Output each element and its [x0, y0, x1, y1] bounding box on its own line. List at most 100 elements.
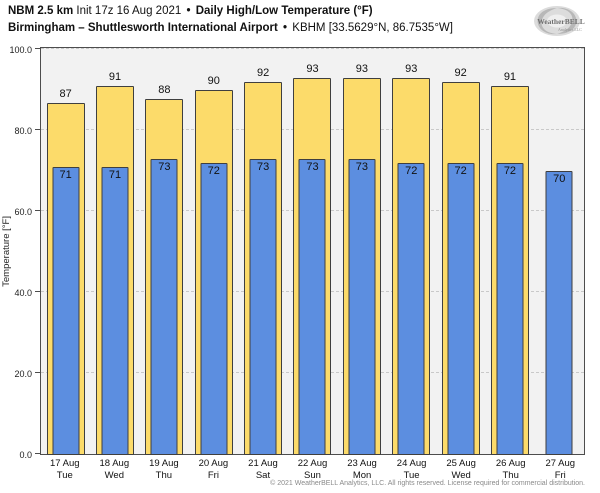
bar-group-18-Aug: 91 71 [90, 48, 139, 455]
header-line-1: NBM 2.5 km Init 17z 16 Aug 2021 • Daily … [8, 3, 453, 20]
low-bar: 72 [496, 163, 524, 455]
bar-group-26-Aug: 91 72 [485, 48, 534, 455]
location-name: Birmingham – Shuttlesworth International… [8, 21, 278, 34]
x-label-date: 21 Aug [248, 458, 278, 469]
x-tick-label-25-Aug: 25 Aug Wed [436, 458, 486, 481]
x-label-day: Fri [207, 469, 219, 481]
low-bar: 73 [150, 159, 178, 455]
x-label-day: Sat [255, 469, 271, 481]
x-tick-label-18-Aug: 18 Aug Wed [90, 458, 140, 481]
y-tick-mark-0 [35, 453, 40, 454]
y-tick-label-40: 40.0 [14, 288, 32, 298]
low-value-label: 73 [355, 161, 368, 173]
x-label-day: Thu [155, 469, 173, 481]
x-tick-label-26-Aug: 26 Aug Thu [486, 458, 536, 481]
init-time: Init 17z 16 Aug 2021 [76, 5, 182, 17]
model-name: NBM 2.5 km [8, 5, 74, 17]
x-label-day: Sun [304, 469, 321, 481]
y-tick-label-20: 20.0 [14, 369, 32, 379]
gridline-100 [41, 48, 584, 49]
x-label-date: 27 Aug [545, 458, 576, 469]
high-value-label: 87 [59, 88, 72, 100]
low-bar: 71 [52, 167, 80, 455]
x-label-date: 26 Aug [495, 458, 526, 469]
low-value-label: 70 [553, 173, 566, 185]
low-value-label: 72 [207, 165, 220, 177]
y-tick-mark-20 [35, 372, 40, 373]
high-value-label: 91 [503, 71, 517, 83]
weatherbell-swirl-icon: WeatherBELL Analytics LLC [534, 6, 585, 36]
x-label-day: Tue [403, 469, 420, 481]
x-label-date: 18 Aug [99, 458, 130, 469]
x-tick-label-17-Aug: 17 Aug Tue [40, 458, 90, 481]
separator-dot: • [186, 5, 191, 17]
low-value-label: 73 [306, 161, 319, 173]
low-bar: 72 [447, 163, 475, 455]
low-value-label: 72 [503, 165, 517, 177]
product-name: Daily High/Low Temperature (°F) [195, 5, 373, 17]
low-bar: 71 [101, 167, 129, 455]
chart-header: NBM 2.5 km Init 17z 16 Aug 2021 • Daily … [8, 3, 453, 36]
low-bar: 72 [200, 163, 228, 455]
y-tick-mark-60 [35, 210, 40, 211]
bar-group-24-Aug: 93 72 [387, 48, 436, 455]
logo-subtext: Analytics LLC [558, 27, 582, 32]
x-label-day: Tue [56, 469, 73, 481]
high-value-label: 91 [108, 71, 122, 83]
copyright-notice: © 2021 WeatherBELL Analytics, LLC. All r… [270, 480, 585, 487]
x-label-day: Wed [451, 469, 471, 481]
x-label-day: Fri [554, 469, 566, 481]
bar-group-25-Aug: 92 72 [436, 48, 485, 455]
x-tick-label-22-Aug: 22 Aug Sun [288, 458, 338, 481]
x-tick-label-23-Aug: 23 Aug Mon [337, 458, 387, 481]
x-label-date: 20 Aug [198, 458, 229, 469]
y-axis: 0.0 20.0 40.0 60.0 80.0 100.0 [0, 45, 34, 460]
y-tick-mark-40 [35, 291, 40, 292]
station-id: KBHM [33.5629°N, 86.7535°W] [292, 21, 453, 34]
low-value-label: 73 [257, 161, 270, 173]
high-value-label: 92 [257, 67, 270, 79]
low-value-label: 71 [59, 169, 72, 181]
y-tick-label-80: 80.0 [14, 126, 32, 136]
low-value-label: 72 [454, 165, 467, 177]
x-label-date: 22 Aug [297, 458, 328, 469]
x-label-day: Mon [352, 469, 372, 481]
low-bar: 73 [348, 159, 376, 455]
low-value-label: 72 [405, 165, 418, 177]
bar-group-20-Aug: 90 72 [189, 48, 238, 455]
bar-group-19-Aug: 88 73 [140, 48, 189, 455]
bar-group-27-Aug: 70 [535, 48, 584, 455]
high-value-label: 92 [454, 67, 467, 79]
low-bar: 70 [545, 171, 573, 455]
x-label-date: 23 Aug [347, 458, 377, 469]
x-label-date: 19 Aug [149, 458, 179, 469]
y-tick-mark-100 [35, 48, 40, 49]
bar-group-17-Aug: 87 71 [41, 48, 90, 455]
x-label-day: Thu [502, 469, 519, 481]
high-value-label: 93 [306, 63, 319, 75]
low-value-label: 71 [108, 169, 122, 181]
y-tick-mark-80 [35, 129, 40, 130]
low-bar: 72 [397, 163, 425, 455]
high-value-label: 90 [207, 75, 220, 87]
bar-group-22-Aug: 93 73 [288, 48, 337, 455]
y-tick-label-100: 100.0 [9, 45, 32, 55]
x-tick-label-20-Aug: 20 Aug Fri [189, 458, 239, 481]
y-tick-label-0: 0.0 [19, 450, 32, 460]
bar-group-21-Aug: 92 73 [238, 48, 287, 455]
x-label-date: 25 Aug [446, 458, 476, 469]
x-label-date: 17 Aug [49, 458, 80, 469]
low-bar: 73 [249, 159, 277, 455]
y-tick-label-60: 60.0 [14, 207, 32, 217]
x-axis: 17 Aug Tue 18 Aug Wed 19 Aug Thu 20 Aug Fri 21 A… [40, 458, 585, 481]
bar-group-23-Aug: 93 73 [337, 48, 386, 455]
x-tick-label-19-Aug: 19 Aug Thu [139, 458, 189, 481]
x-label-day: Wed [104, 469, 124, 481]
high-value-label: 93 [405, 63, 418, 75]
plot-area: 87 71 91 71 88 73 90 72 92 73 93 73 93 73 93 72 92 72 91 72… [35, 47, 585, 455]
x-tick-label-27-Aug: 27 Aug Fri [535, 458, 585, 481]
weatherbell-logo: WeatherBELL Analytics LLC [530, 2, 592, 44]
low-value-label: 73 [158, 161, 171, 173]
logo-text: WeatherBELL [537, 17, 585, 26]
high-value-label: 88 [158, 84, 171, 96]
